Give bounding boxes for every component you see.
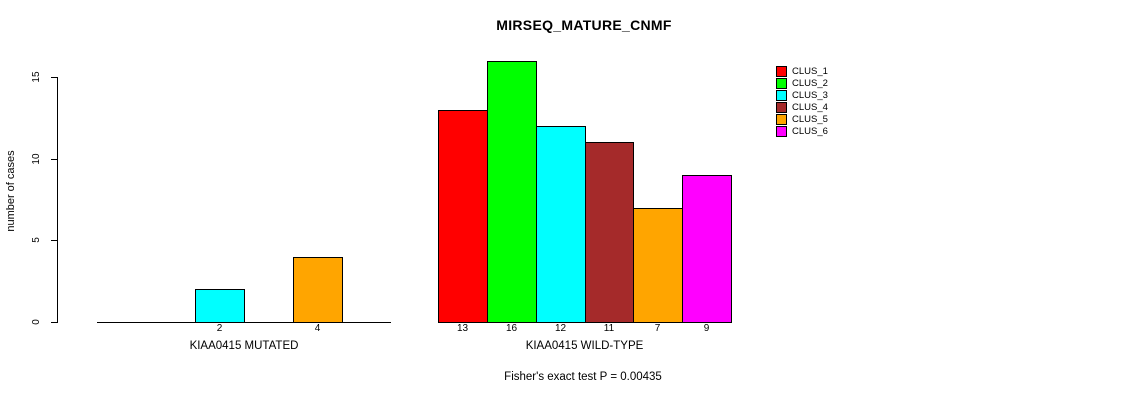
legend-swatch-clus-5	[776, 114, 787, 125]
legend-swatch-clus-1	[776, 66, 787, 77]
legend-item: CLUS_3	[776, 90, 828, 101]
mutated-group-label: KIAA0415 MUTATED	[189, 340, 299, 352]
wildtype-group-panel	[438, 40, 732, 323]
bar-clus-6	[682, 175, 732, 323]
y-axis-label: number of cases	[5, 150, 17, 232]
legend: CLUS_1 CLUS_2 CLUS_3 CLUS_4 CLUS_5 CLUS_6	[776, 66, 828, 137]
bar-value-label: 11	[603, 323, 615, 334]
bar-clus-3	[195, 289, 245, 323]
fisher-test-annotation: Fisher's exact test P = 0.00435	[504, 371, 662, 383]
legend-label: CLUS_2	[792, 78, 828, 89]
legend-item: CLUS_2	[776, 78, 828, 89]
y-tick	[51, 322, 58, 323]
legend-label: CLUS_5	[792, 114, 828, 125]
y-axis-line	[57, 77, 58, 323]
bar-value-label: 7	[654, 323, 661, 334]
y-tick	[51, 159, 58, 160]
y-tick-label: 0	[31, 319, 42, 325]
bar-clus-4	[585, 142, 634, 323]
bar-value-label: 13	[456, 323, 469, 334]
legend-item: CLUS_6	[776, 126, 828, 137]
legend-label: CLUS_6	[792, 126, 828, 137]
bar-value-label: 12	[554, 323, 567, 334]
legend-label: CLUS_3	[792, 90, 828, 101]
bar-clus-2	[487, 61, 537, 323]
legend-label: CLUS_1	[792, 66, 828, 77]
y-tick	[51, 77, 58, 78]
y-tick-label: 10	[31, 153, 42, 165]
legend-item: CLUS_4	[776, 102, 828, 113]
legend-swatch-clus-4	[776, 102, 787, 113]
bar-value-label: 16	[505, 323, 518, 334]
bar-clus-1	[438, 110, 488, 323]
legend-label: CLUS_4	[792, 102, 828, 113]
legend-swatch-clus-6	[776, 126, 787, 137]
wildtype-group-label: KIAA0415 WILD-TYPE	[525, 340, 644, 352]
bar-clus-3	[536, 126, 586, 323]
bar-clus-5	[293, 257, 343, 323]
legend-item: CLUS_1	[776, 66, 828, 77]
legend-swatch-clus-2	[776, 78, 787, 89]
chart-title: MIRSEQ_MATURE_CNMF	[496, 17, 672, 33]
bar-clus-5	[633, 208, 683, 323]
legend-swatch-clus-3	[776, 90, 787, 101]
bar-value-label: 2	[216, 323, 223, 334]
y-tick	[51, 240, 58, 241]
mutated-group-panel	[97, 40, 391, 323]
y-tick-label: 5	[31, 237, 42, 243]
bar-value-label: 9	[703, 323, 710, 334]
bar-value-label: 4	[314, 323, 321, 334]
y-tick-label: 15	[31, 71, 42, 83]
legend-item: CLUS_5	[776, 114, 828, 125]
